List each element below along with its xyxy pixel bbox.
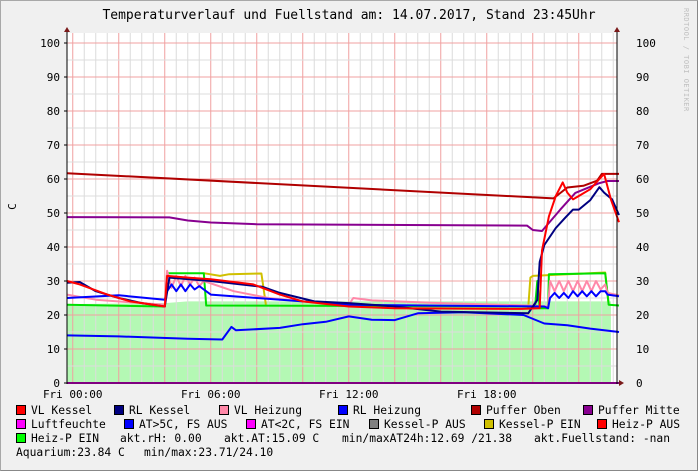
legend-swatch [219,405,229,415]
y-tick-label: 20 [47,309,60,322]
y-tick-label-right: 80 [636,105,649,118]
legend-label: Heiz-P AUS [612,418,681,431]
legend-swatch [338,405,348,415]
legend-label: AT<2C, FS EIN [261,418,350,431]
legend-item-vl-heizung: VL Heizung [219,404,302,417]
x-tick-label: Fri 00:00 [43,388,103,401]
legend-item-kessel-p-aus: Kessel-P AUS [369,418,466,431]
legend-label: Puffer Oben [486,404,561,417]
legend-swatch [471,405,481,415]
series-area-aquarium [67,301,611,383]
y-tick-label: 100 [40,37,60,50]
legend-label: AT>5C, FS AUS [139,418,228,431]
stat-at: akt.AT:15.09 C [224,432,320,445]
y-tick-label-right: 60 [636,173,649,186]
legend-item-at-gt5: AT>5C, FS AUS [124,418,227,431]
legend-item-vl-kessel: VL Kessel [16,404,92,417]
legend-swatch [16,405,26,415]
y-tick-label: 80 [47,105,60,118]
legend-swatch [246,419,256,429]
legend-label: Heiz-P EIN [31,432,100,445]
legend-label: Luftfeuchte [31,418,106,431]
y-tick-label-right: 50 [636,207,649,220]
y-tick-label-right: 90 [636,71,649,84]
y-tick-label-right: 40 [636,241,649,254]
legend-swatch [597,419,607,429]
legend-item-luftfeuchte: Luftfeuchte [16,418,106,431]
stat-minmax-at: min/maxAT24h:12.69 /21.38 [342,432,513,445]
legend-label: Kessel-P AUS [384,418,466,431]
series-line-kessel-p-ein [203,272,267,305]
y-tick-label-right: 100 [636,37,656,50]
legend-swatch [124,419,134,429]
series-line-vl-kessel [66,172,620,310]
legend-label: Puffer Mitte [598,404,680,417]
y-tick-label-right: 70 [636,139,649,152]
y-tick-label: 30 [47,275,60,288]
y-tick-label-right: 20 [636,309,649,322]
legend-label: RL Kessel [129,404,191,417]
legend-swatch [16,419,26,429]
legend-swatch [583,405,593,415]
stat-aquarium: Aquarium:23.84 C [16,446,125,459]
x-tick-label: Fri 06:00 [181,388,241,401]
stat-minmax-aquarium: min/max:23.71/24.10 [144,446,274,459]
legend-item-kessel-p-ein: Kessel-P EIN [484,418,581,431]
series-line-puffer-mitte [66,180,619,232]
legend-label: VL Heizung [234,404,303,417]
legend-swatch [16,433,26,443]
y-tick-label: 40 [47,241,60,254]
rrdtool-watermark: RRDTOOL / TOBI OETIKER [682,8,690,112]
y-tick-label: 60 [47,173,60,186]
series-line-at-5c-fs-aus [66,311,620,341]
y-axis-right-arrow-icon [614,27,620,32]
legend-item-rl-kessel: RL Kessel [114,404,190,417]
y-axis-arrow-icon [64,27,70,32]
series-line-rl-heizung [66,283,620,310]
y-tick-label: 0 [53,377,60,390]
series-line-puffer-oben [66,172,619,200]
x-tick-label: Fri 12:00 [319,388,379,401]
legend-item-at-lt2: AT<2C, FS EIN [246,418,349,431]
legend-swatch [369,419,379,429]
legend-item-puffer-oben: Puffer Oben [471,404,561,417]
y-tick-label: 50 [47,207,60,220]
legend-label: RL Heizung [353,404,422,417]
legend-swatch [484,419,494,429]
chart-title: Temperaturverlauf und Fuellstand am: 14.… [102,8,596,23]
x-axis-arrow-icon [619,380,624,386]
stat-fuellstand: akt.Fuellstand: -nan [534,432,671,445]
y-tick-label-right: 10 [636,343,649,356]
legend-item-heiz-p-ein: Heiz-P EIN [16,432,99,445]
legend-label: VL Kessel [31,404,93,417]
legend-item-puffer-mitte: Puffer Mitte [583,404,680,417]
y-tick-label: 90 [47,71,60,84]
legend-item-rl-heizung: RL Heizung [338,404,421,417]
y-tick-label-right: 30 [636,275,649,288]
legend-swatch [114,405,124,415]
y-tick-label-right: 0 [636,377,643,390]
x-tick-label: Fri 18:00 [457,388,517,401]
stat-rh: akt.rH: 0.00 [120,432,202,445]
legend-item-heiz-p-aus: Heiz-P AUS [597,418,680,431]
y-tick-label: 70 [47,139,60,152]
y-tick-label: 10 [47,343,60,356]
legend-label: Kessel-P EIN [499,418,581,431]
